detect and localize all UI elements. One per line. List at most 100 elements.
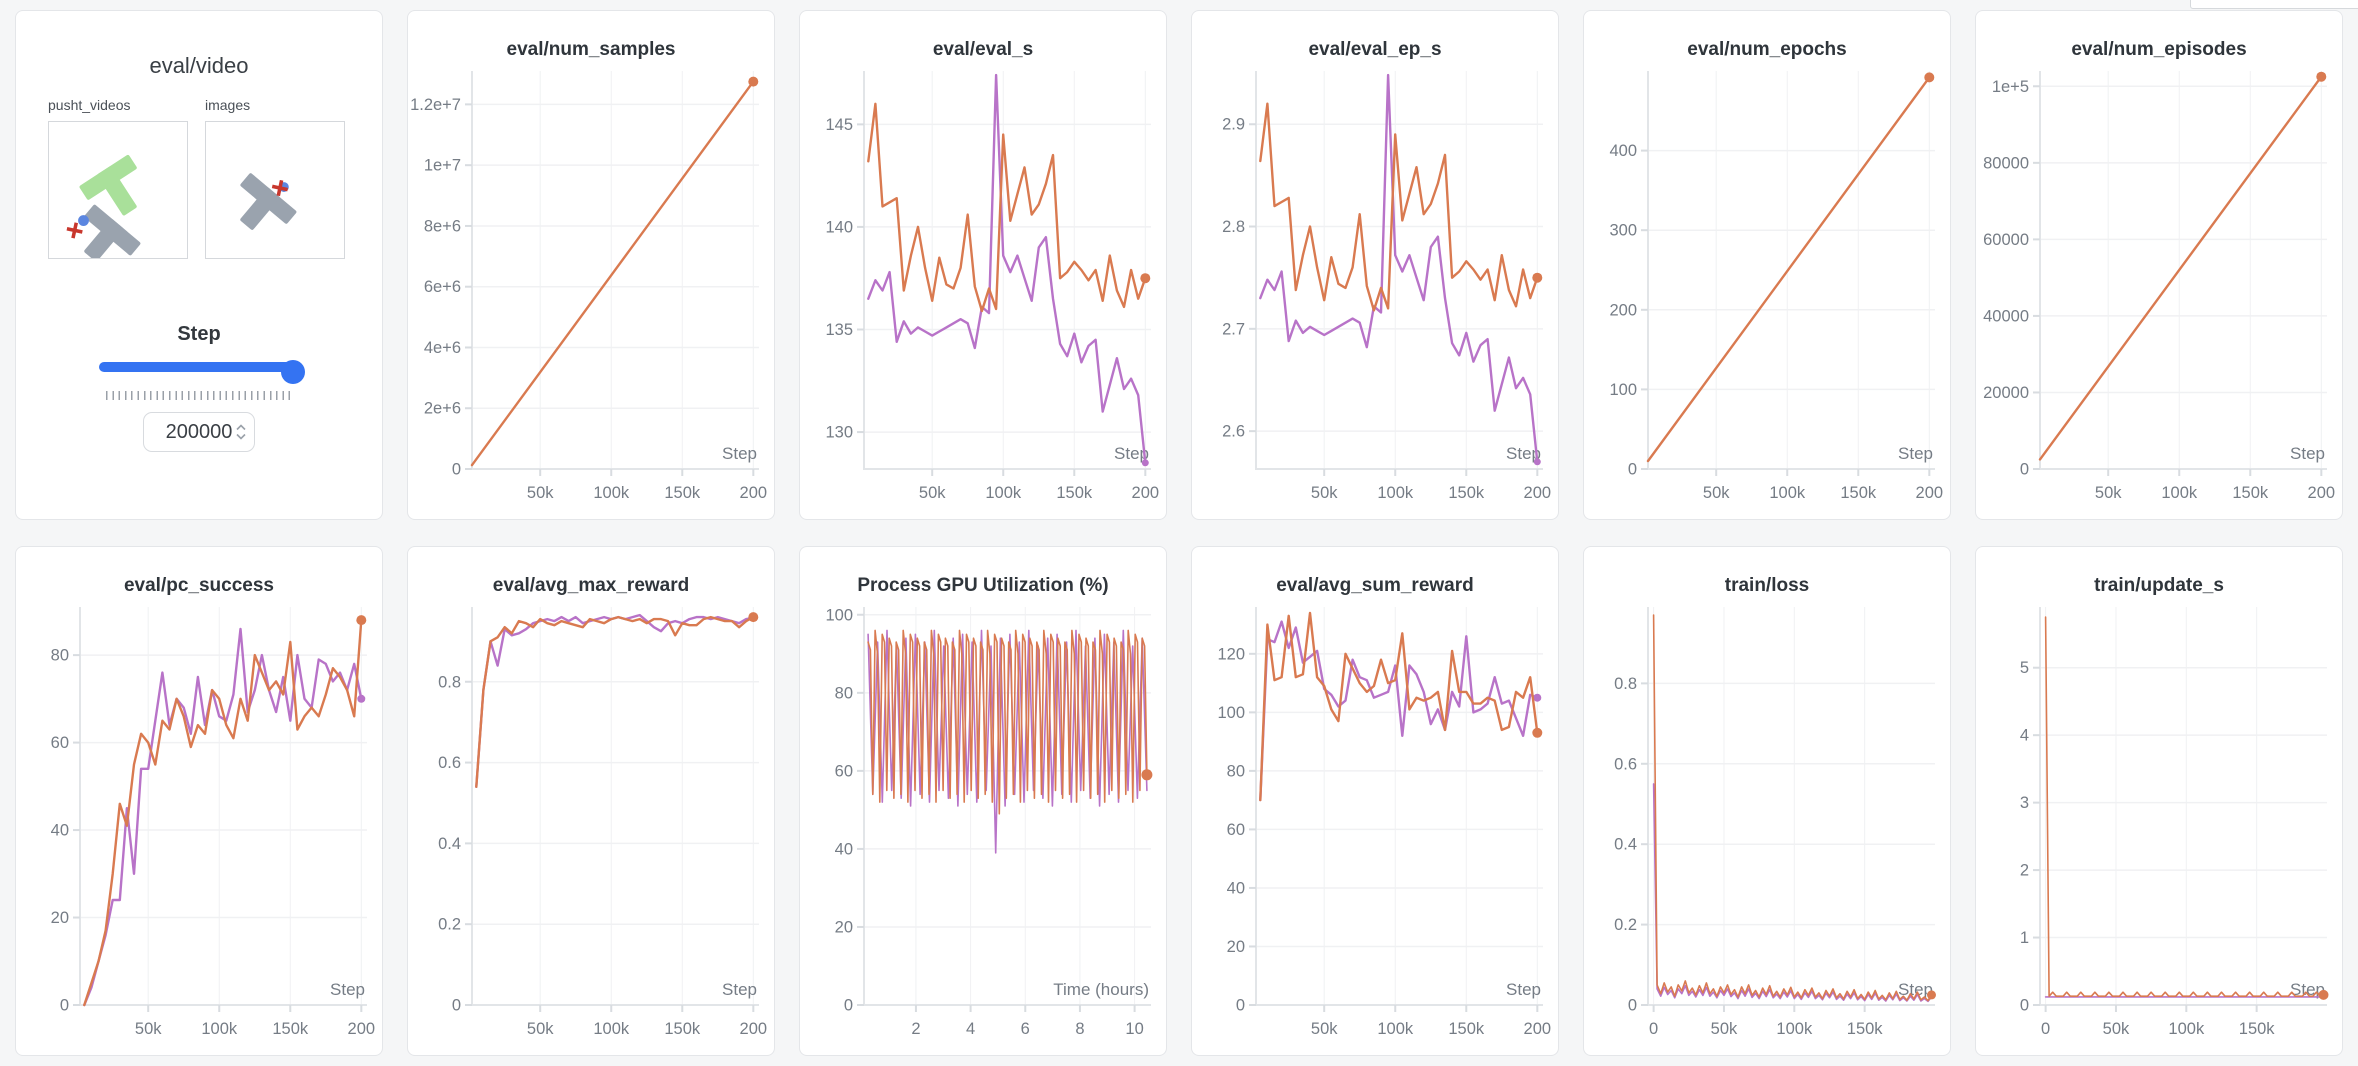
- y-tick-label: 60: [1227, 821, 1245, 839]
- y-tick-label: 2.8: [1222, 218, 1245, 236]
- y-tick-label: 0.6: [438, 754, 461, 772]
- chart-canvas[interactable]: 50k 100k 150k 200 0 20 40 60 80 100 120 Step: [1192, 597, 1558, 1053]
- chart-canvas[interactable]: 50k 100k 150k 200 130 135 140 145 Step: [800, 61, 1166, 517]
- y-tick-label: 20: [835, 918, 853, 936]
- x-tick-label: 50k: [2095, 484, 2122, 502]
- x-axis-title: Step: [2290, 444, 2325, 463]
- chart-canvas[interactable]: 50k 100k 150k 200 0 0.2 0.4 0.6 0.8 Step: [408, 597, 774, 1053]
- y-tick-label: 300: [1609, 222, 1637, 240]
- chart-title: train/loss: [1724, 575, 1810, 596]
- y-tick-label: 2.7: [1222, 320, 1245, 338]
- media-panel-title: eval/video: [149, 53, 249, 78]
- panel-eval-video: eval/video pusht_videos: [15, 10, 383, 520]
- y-tick-label: 20: [51, 909, 69, 927]
- panel-eval-avg-max-reward: eval/avg_max_reward 50k 100k 150k 200 0 0.2 0.…: [407, 546, 775, 1056]
- chart-canvas[interactable]: 50k 100k 150k 200 2.6 2.7 2.8 2.9 Step: [1192, 61, 1558, 517]
- y-tick-label: 2.6: [1222, 423, 1245, 441]
- x-tick-label: 150k: [2232, 484, 2269, 502]
- x-tick-label: 150k: [272, 1020, 309, 1038]
- series-line-orange-run: [1259, 611, 1539, 802]
- chevron-up-icon[interactable]: [236, 424, 246, 431]
- series-end-dot-orange-run: [748, 612, 759, 623]
- chart-title: eval/pc_success: [123, 575, 274, 596]
- x-tick-label: 100k: [1377, 1020, 1414, 1038]
- y-tick-label: 80: [51, 647, 69, 665]
- chart-canvas[interactable]: 50k 100k 150k 200 0 20000 40000 60000 80000 1e+5 S…: [1976, 61, 2342, 517]
- y-tick-label: 0: [2020, 997, 2029, 1015]
- slider-tick-marks: [106, 391, 292, 400]
- series-line-orange-run: [2038, 75, 2323, 461]
- y-tick-label: 100: [1609, 381, 1637, 399]
- y-tick-label: 135: [825, 321, 853, 339]
- x-tick-label: 0: [1649, 1020, 1658, 1038]
- chart-canvas[interactable]: 50k 100k 150k 200 0 100 200 300 400 Step: [1584, 61, 1950, 517]
- series-line-orange-run: [867, 629, 1148, 815]
- slider-track[interactable]: [99, 362, 299, 372]
- series-end-dot-orange-run: [1141, 769, 1153, 781]
- series-end-dot-orange-run: [2316, 71, 2327, 82]
- x-tick-label: 150k: [2239, 1020, 2276, 1038]
- x-tick-label: 6: [1021, 1020, 1030, 1038]
- chart-canvas[interactable]: 50k 100k 150k 200 0 2e+6 4e+6 6e+6 8e+6 1e+7 1.2e+…: [408, 61, 774, 517]
- y-tick-label: 0: [452, 461, 461, 479]
- x-tick-label: 8: [1075, 1020, 1084, 1038]
- chart-title: eval/avg_sum_reward: [1276, 575, 1474, 596]
- y-tick-label: 40000: [1983, 307, 2029, 325]
- step-value: 200000: [165, 420, 233, 443]
- x-axis-title: Step: [2290, 980, 2325, 999]
- step-number-input[interactable]: 200000: [143, 412, 255, 452]
- y-tick-label: 0: [452, 997, 461, 1015]
- slider-handle[interactable]: [281, 360, 305, 384]
- y-tick-label: 40: [1227, 879, 1245, 897]
- x-tick-label: 50k: [135, 1020, 162, 1038]
- pusht-video-thumbnail[interactable]: [48, 121, 188, 262]
- x-axis-title: Time (hours): [1053, 980, 1149, 999]
- y-tick-label: 60: [835, 762, 853, 780]
- series-line-purple-run: [1259, 73, 1539, 463]
- x-tick-label: 100k: [2161, 484, 2198, 502]
- series-end-dot-orange-run: [1532, 272, 1543, 283]
- x-tick-label: 150k: [1056, 484, 1093, 502]
- series-end-dot-purple-run: [1141, 459, 1149, 467]
- chart-canvas[interactable]: 0 50k 100k 150k 0 0.2 0.4 0.6 0.8 Step: [1584, 597, 1950, 1053]
- chart-plot-svg: 50k 100k 150k 200 0 20 40 60 80 Step: [51, 607, 375, 1038]
- x-axis-title: Step: [1506, 980, 1541, 999]
- x-tick-label: 200: [1524, 1020, 1552, 1038]
- y-tick-label: 1.2e+7: [410, 96, 461, 114]
- y-tick-label: 0: [2020, 461, 2029, 479]
- y-tick-label: 0.8: [438, 673, 461, 691]
- series-end-dot-orange-run: [2318, 989, 2329, 1000]
- y-tick-label: 1e+7: [424, 157, 461, 175]
- series-end-dot-purple-run: [1533, 693, 1542, 702]
- x-tick-label: 200: [1916, 484, 1944, 502]
- y-tick-label: 40: [51, 822, 69, 840]
- series-end-dot-orange-run: [1924, 72, 1935, 83]
- x-tick-label: 100k: [985, 484, 1022, 502]
- x-tick-label: 200: [740, 1020, 768, 1038]
- series-line-purple-run: [1652, 783, 1933, 1003]
- number-stepper[interactable]: [236, 424, 246, 440]
- chart-canvas[interactable]: 0 50k 100k 150k 0 1 2 3 4 5 Step: [1976, 597, 2342, 1053]
- chart-canvas[interactable]: 50k 100k 150k 200 0 20 40 60 80 Step: [16, 597, 382, 1053]
- series-end-dot-purple-run: [1533, 458, 1541, 466]
- chevron-down-icon[interactable]: [236, 433, 246, 440]
- x-tick-label: 100k: [593, 1020, 630, 1038]
- y-tick-label: 40: [835, 840, 853, 858]
- y-tick-label: 60000: [1983, 231, 2029, 249]
- chart-canvas[interactable]: 2 4 6 8 10 0 20 40 60 80 100 Time (hours): [800, 597, 1166, 1053]
- x-axis-title: Step: [1898, 444, 1933, 463]
- images-thumbnail[interactable]: [205, 121, 345, 259]
- step-slider[interactable]: [99, 360, 305, 388]
- x-tick-label: 50k: [527, 1020, 554, 1038]
- chart-title: eval/eval_s: [932, 39, 1034, 60]
- chart-plot-svg: 50k 100k 150k 200 0 20000 40000 60000 80000 1e+5 S…: [1983, 71, 2335, 502]
- step-slider-title: Step: [177, 323, 221, 345]
- y-tick-label: 6e+6: [424, 278, 461, 296]
- chart-plot-svg: 50k 100k 150k 200 2.6 2.7 2.8 2.9 Step: [1222, 71, 1551, 502]
- chart-plot-svg: 50k 100k 150k 200 0 2e+6 4e+6 6e+6 8e+6 1e+7 1.2e+…: [410, 71, 767, 502]
- y-tick-label: 145: [825, 116, 853, 134]
- chart-plot-svg: 0 50k 100k 150k 0 0.2 0.4 0.6 0.8 Step: [1614, 607, 1936, 1038]
